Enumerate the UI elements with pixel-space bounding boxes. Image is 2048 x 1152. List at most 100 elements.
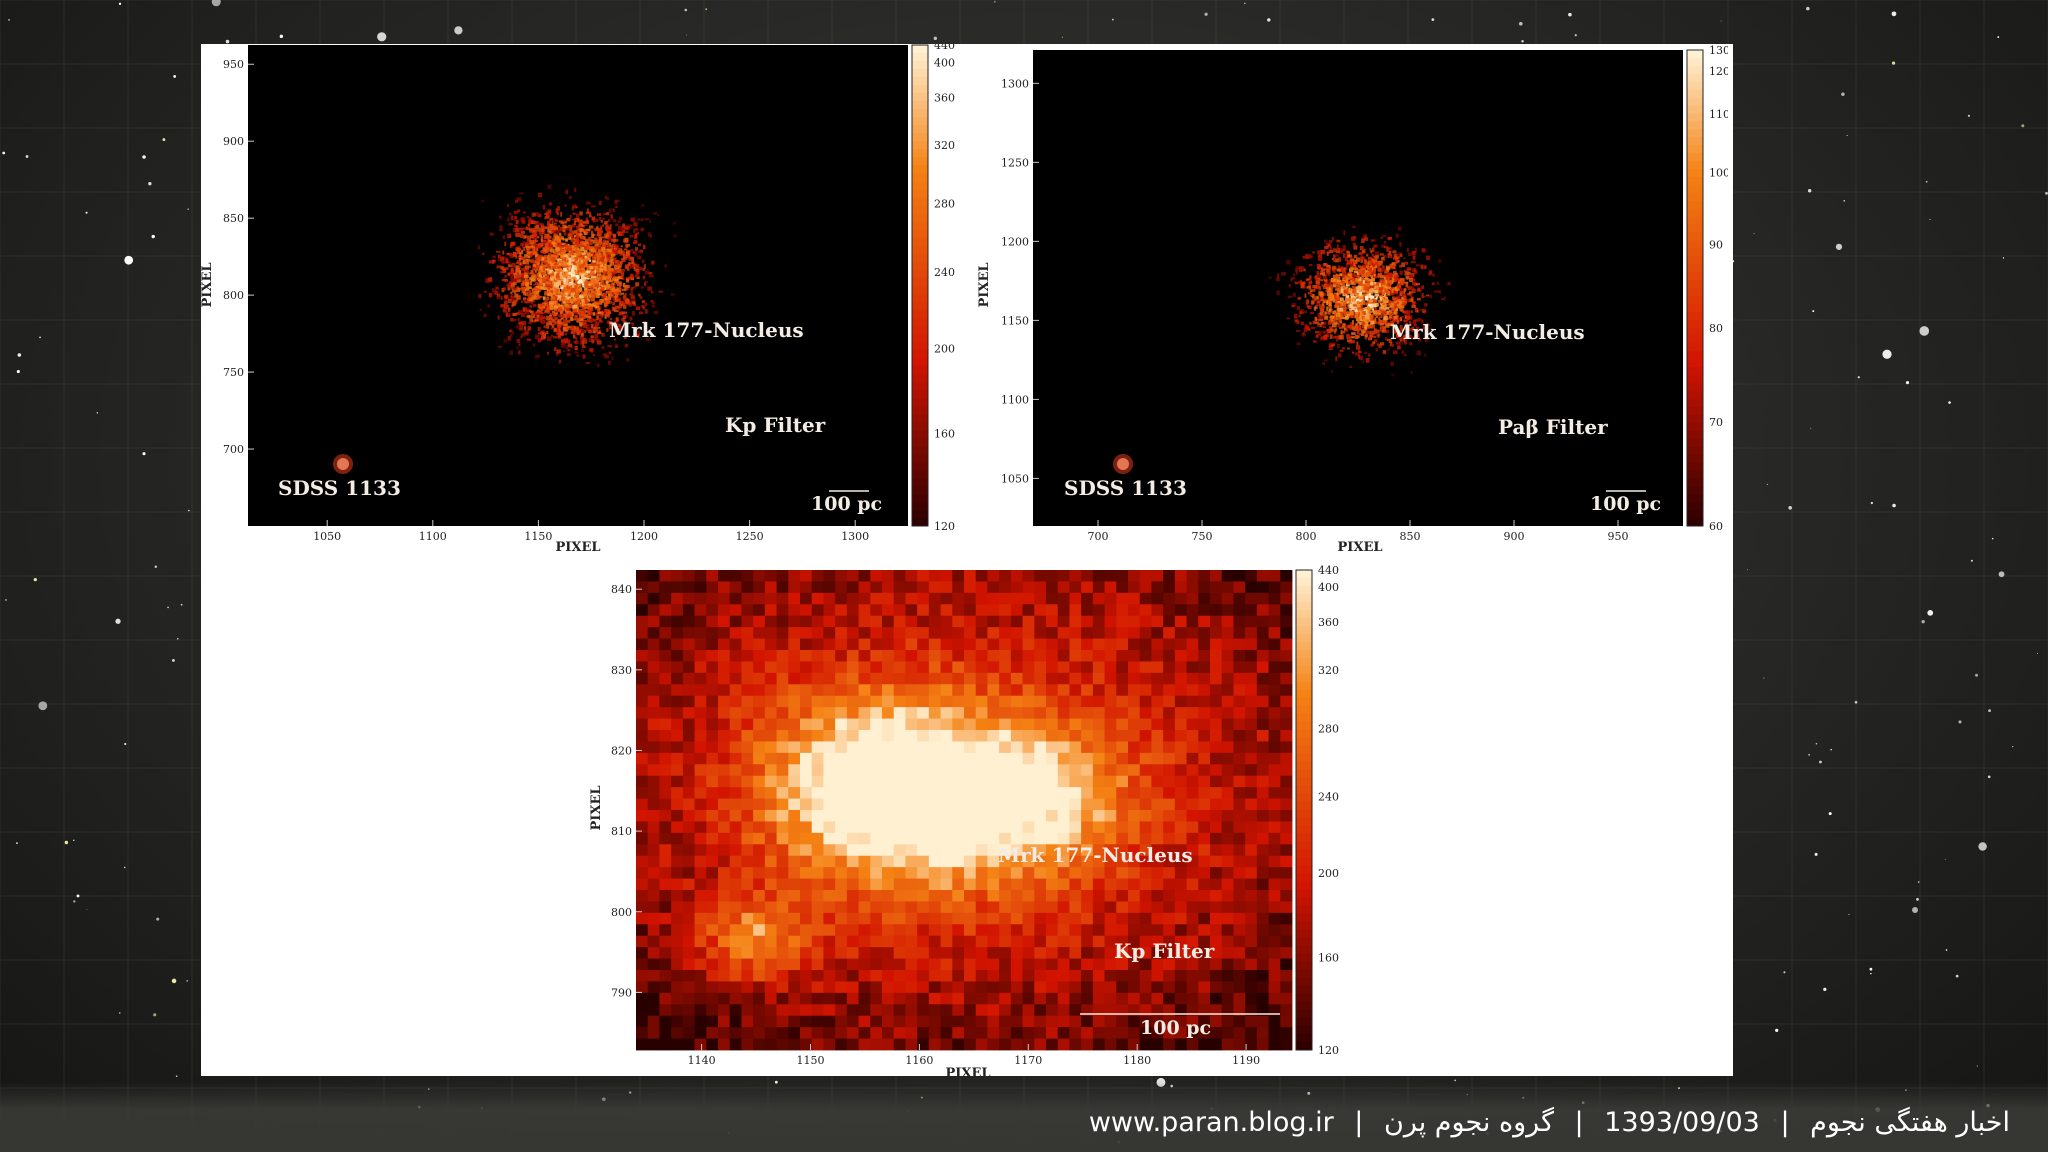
emission-pixel xyxy=(569,214,572,219)
emission-pixel xyxy=(513,313,517,316)
emission-pixel xyxy=(1320,336,1325,340)
emission-pixel xyxy=(547,241,551,244)
image-pixel xyxy=(846,592,859,605)
colorbar-segment xyxy=(1687,137,1703,146)
emission-pixel xyxy=(1319,272,1324,275)
emission-pixel xyxy=(1398,281,1401,285)
emission-pixel xyxy=(548,202,553,206)
emission-pixel xyxy=(1403,310,1408,315)
emission-pixel xyxy=(1339,320,1342,324)
image-pixel xyxy=(940,581,953,594)
emission-pixel xyxy=(535,246,538,250)
colorbar-segment xyxy=(912,501,928,511)
emission-pixel xyxy=(583,270,589,276)
emission-pixel xyxy=(542,312,545,315)
emission-pixel xyxy=(594,269,598,272)
emission-pixel xyxy=(577,247,580,250)
emission-pixel xyxy=(1360,254,1363,257)
emission-pixel xyxy=(590,297,594,302)
star xyxy=(1945,949,1948,951)
emission-pixel xyxy=(564,303,569,308)
emission-pixel xyxy=(584,254,590,259)
emission-pixel xyxy=(541,278,546,284)
colorbar-segment xyxy=(1687,264,1703,273)
emission-pixel xyxy=(519,336,523,339)
image-pixel xyxy=(1081,615,1094,628)
emission-pixel xyxy=(1389,263,1392,268)
emission-pixel xyxy=(611,356,614,361)
emission-pixel xyxy=(537,213,542,218)
emission-pixel xyxy=(1314,321,1320,324)
emission-pixel xyxy=(1276,277,1280,282)
emission-pixel xyxy=(568,289,571,293)
emission-pixel xyxy=(1385,323,1390,328)
emission-pixel xyxy=(537,282,541,286)
emission-pixel xyxy=(574,301,580,305)
emission-pixel xyxy=(635,282,640,287)
image-pixel xyxy=(1221,615,1234,628)
emission-pixel xyxy=(1399,300,1402,304)
emission-pixel xyxy=(532,230,537,234)
emission-pixel xyxy=(1344,314,1350,318)
image-pixel xyxy=(835,604,848,617)
emission-pixel xyxy=(1286,317,1290,320)
emission-pixel xyxy=(631,249,634,253)
emission-pixel xyxy=(1406,247,1409,252)
emission-pixel xyxy=(559,220,563,223)
emission-pixel xyxy=(1329,279,1332,284)
emission-pixel xyxy=(1393,270,1397,275)
emission-pixel xyxy=(573,263,577,266)
image-pixel xyxy=(1139,581,1152,594)
colorbar-tick-label: 90 xyxy=(1709,238,1723,251)
emission-pixel xyxy=(560,268,563,273)
emission-pixel xyxy=(606,225,610,229)
colorbar-segment xyxy=(912,85,928,94)
emission-pixel xyxy=(1380,236,1384,239)
image-pixel xyxy=(1092,604,1105,617)
colorbar-segment xyxy=(912,117,928,126)
colorbar-segment xyxy=(1687,454,1703,464)
emission-pixel xyxy=(551,239,556,243)
emission-pixel xyxy=(1408,315,1413,320)
emission-pixel xyxy=(613,290,617,295)
emission-pixel xyxy=(580,259,584,264)
emission-pixel xyxy=(548,292,553,296)
emission-pixel xyxy=(624,224,627,230)
emission-pixel xyxy=(1374,265,1378,268)
emission-pixel xyxy=(1426,294,1430,297)
emission-pixel xyxy=(1337,343,1340,348)
colorbar-segment xyxy=(1687,176,1703,186)
emission-pixel xyxy=(1381,244,1385,248)
emission-pixel xyxy=(520,333,526,337)
emission-pixel xyxy=(580,225,585,228)
emission-pixel xyxy=(553,307,558,311)
emission-pixel xyxy=(1339,251,1343,254)
emission-pixel xyxy=(546,336,552,341)
emission-pixel xyxy=(1332,254,1336,259)
emission-pixel xyxy=(644,282,647,287)
emission-pixel xyxy=(537,338,542,343)
emission-pixel xyxy=(1350,335,1353,338)
emission-pixel xyxy=(1304,255,1309,260)
image-pixel xyxy=(1256,570,1269,582)
colorbar-segment xyxy=(912,293,928,303)
emission-pixel xyxy=(1361,324,1365,329)
image-pixel xyxy=(1069,570,1082,582)
emission-pixel xyxy=(1393,253,1397,258)
star xyxy=(1905,381,1910,385)
emission-pixel xyxy=(587,310,591,313)
emission-pixel xyxy=(1363,317,1366,320)
emission-pixel xyxy=(1336,239,1341,243)
emission-pixel xyxy=(587,292,593,296)
emission-pixel xyxy=(1332,265,1337,270)
colorbar-segment xyxy=(1687,486,1703,495)
emission-pixel xyxy=(579,318,584,321)
emission-pixel xyxy=(586,315,592,319)
emission-pixel xyxy=(1368,293,1371,296)
emission-pixel xyxy=(1359,246,1364,251)
emission-pixel xyxy=(614,244,619,249)
emission-pixel xyxy=(559,359,562,364)
emission-pixel xyxy=(533,248,536,252)
emission-pixel xyxy=(572,296,576,301)
emission-pixel xyxy=(1329,315,1335,319)
